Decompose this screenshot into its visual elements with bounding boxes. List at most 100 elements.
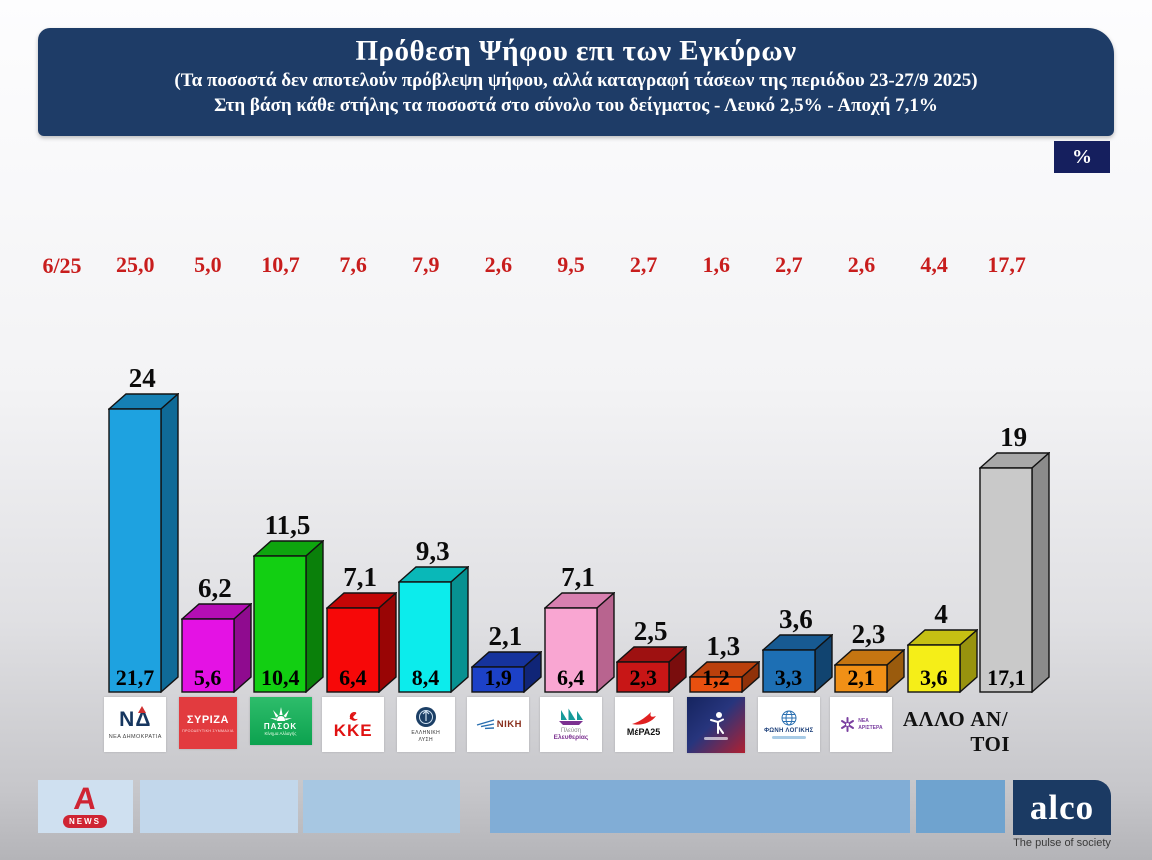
valid-percent-label: 11,5 bbox=[264, 510, 311, 540]
percent-unit-badge: % bbox=[1054, 141, 1110, 173]
previous-value: 4,4 bbox=[920, 252, 948, 277]
bar-3d bbox=[180, 603, 252, 693]
sample-percent-label: 1,9 bbox=[484, 665, 512, 690]
party-column-kinima-dimokratias: 1,6 1,3 1,2 bbox=[680, 248, 760, 760]
previous-value: 2,6 bbox=[847, 252, 876, 277]
elliniki-lysi-emblem-icon bbox=[415, 707, 436, 727]
sample-percent-label: 2,3 bbox=[629, 665, 658, 690]
nea-aristera-emblem-icon bbox=[841, 717, 855, 732]
alco-logo: alco bbox=[1013, 780, 1111, 835]
logo-pasok: ΠΑΣΟΚ Κίνημα Αλλαγής bbox=[249, 697, 312, 745]
sample-percent-label: 1,2 bbox=[702, 665, 730, 690]
header-banner: Πρόθεση Ψήφου επι των Εγκύρων (Τα ποσοστ… bbox=[38, 28, 1114, 136]
party-column-plefsi-eleftherias: 9,5 7,1 6,4 Πλεύση Ελευθερίας bbox=[535, 248, 615, 760]
nd-red-accent-icon bbox=[138, 706, 147, 713]
party-column-elliniki-lysi: 7,9 9,3 8,4 ΕΛΛΗΝΙΚΗ ΛΥΣΗ bbox=[389, 248, 470, 760]
party-column-pasok: 10,7 11,5 10,4 ΠΑΣΟΚ Κίνημα Αλλαγής bbox=[244, 248, 325, 760]
party-logo-slot: ΜέΡΑ25 bbox=[607, 697, 680, 759]
sample-percent-label: 2,1 bbox=[847, 665, 875, 690]
subtitle-line-1: (Τα ποσοστά δεν αποτελούν πρόβλεψη ψήφου… bbox=[174, 70, 978, 91]
bar-3d bbox=[616, 646, 688, 693]
bar-3d bbox=[253, 540, 325, 693]
previous-value: 17,7 bbox=[987, 252, 1026, 277]
party-column-allo: 4,4 4 3,6 ΑΛΛΟ bbox=[898, 248, 978, 760]
subtitle-line-2: Στη βάση κάθε στήλης τα ποσοστά στο σύνο… bbox=[214, 95, 938, 117]
valid-percent-label: 19 bbox=[1000, 422, 1028, 452]
bar-3d bbox=[761, 634, 833, 693]
party-logo-slot: Πλεύση Ελευθερίας bbox=[535, 697, 608, 759]
logo-plefsi-eleftherias: Πλεύση Ελευθερίας bbox=[539, 697, 602, 752]
logo-elliniki-lysi: ΕΛΛΗΝΙΚΗ ΛΥΣΗ bbox=[396, 697, 455, 752]
party-logo-slot: ΑΛΛΟ bbox=[898, 697, 971, 759]
bar-chart: 25,0 24 21,7 ΝΔ ΝΕΑ ΔΗΜΟΚΡΑΤΙΑ 5,0 6,2 5,6 ΣΥ… bbox=[99, 248, 1051, 760]
logo-kke: ΚΚΕ bbox=[322, 697, 385, 752]
previous-value: 9,5 bbox=[557, 252, 585, 277]
category-label-allo: ΑΛΛΟ bbox=[902, 707, 966, 731]
syriza-wordmark: ΣΥΡΙΖΑ bbox=[186, 713, 229, 726]
valid-percent-label: 7,1 bbox=[561, 562, 595, 592]
valid-percent-label: 6,2 bbox=[198, 573, 232, 603]
logo-niki: ΝΙΚΗ bbox=[467, 697, 530, 752]
valid-percent-label: 24 bbox=[128, 363, 156, 393]
bar-3d bbox=[398, 566, 470, 693]
nea-aristera-wordmark: ΝΕΑ ΑΡΙΣΤΕΡΑ bbox=[858, 717, 883, 731]
party-column-nea-aristera: 2,6 2,3 2,1 ΝΕΑ ΑΡΙΣΤΕΡΑ bbox=[825, 248, 906, 760]
syriza-subtext: ΠΡΟΟΔΕΥΤΙΚΗ ΣΥΜΜΑΧΙΑ bbox=[182, 728, 234, 733]
page-title: Πρόθεση Ψήφου επι των Εγκύρων bbox=[355, 35, 797, 67]
party-column-niki: 2,6 2,1 1,9 ΝΙΚΗ bbox=[462, 248, 543, 760]
pasok-subtext: Κίνημα Αλλαγής bbox=[264, 730, 297, 736]
party-logo-slot: ΠΑΣΟΚ Κίνημα Αλλαγής bbox=[244, 697, 317, 759]
party-logo-slot: ΚΚΕ bbox=[317, 697, 390, 759]
logo-mera25: ΜέΡΑ25 bbox=[614, 697, 673, 752]
pasok-wordmark: ΠΑΣΟΚ bbox=[263, 721, 298, 731]
plefsi-line2: Ελευθερίας bbox=[553, 734, 589, 741]
party-logo-slot bbox=[680, 697, 753, 759]
party-column-anapofasistoi: 17,7 19 17,1 ΑΝ/ΤΟΙ bbox=[970, 248, 1051, 760]
niki-wings-icon bbox=[476, 718, 494, 729]
party-column-kke: 7,6 7,1 6,4 ΚΚΕ bbox=[317, 248, 397, 760]
previous-value: 2,6 bbox=[484, 252, 513, 277]
mera25-bird-icon bbox=[631, 712, 656, 725]
logo-kinima-dimokratias bbox=[687, 697, 746, 753]
sample-percent-label: 3,3 bbox=[774, 665, 803, 690]
bar-3d bbox=[108, 393, 179, 693]
nd-caption: ΝΕΑ ΔΗΜΟΚΡΑΤΙΑ bbox=[108, 734, 162, 740]
logo-syriza: ΣΥΡΙΖΑ ΠΡΟΟΔΕΥΤΙΚΗ ΣΥΜΜΑΧΙΑ bbox=[178, 697, 237, 749]
valid-percent-label: 4 bbox=[934, 599, 948, 629]
party-column-foni-logikis: 2,7 3,6 3,3 ΦΩΝΗ ΛΟΓΙΚΗΣ bbox=[753, 248, 833, 760]
valid-percent-label: 1,3 bbox=[706, 631, 741, 661]
alco-tagline: The pulse of society bbox=[1013, 837, 1111, 849]
previous-value: 2,7 bbox=[629, 252, 658, 277]
previous-value: 5,0 bbox=[194, 252, 222, 277]
pasok-sun-icon bbox=[269, 706, 292, 721]
alco-logo-text: alco bbox=[1029, 787, 1095, 827]
foni-globe-icon bbox=[781, 710, 797, 726]
plefsi-ship-icon bbox=[558, 708, 583, 725]
sample-percent-label: 3,6 bbox=[920, 665, 948, 690]
elliniki-lysi-caption: ΕΛΛΗΝΙΚΗ ΛΥΣΗ bbox=[411, 730, 441, 743]
bar-3d bbox=[543, 592, 615, 693]
sample-percent-label: 10,4 bbox=[260, 665, 300, 690]
party-logo-slot: ΝΔ ΝΕΑ ΔΗΜΟΚΡΑΤΙΑ bbox=[99, 697, 172, 759]
plefsi-line1: Πλεύση bbox=[560, 728, 582, 734]
bar-3d bbox=[325, 592, 397, 693]
previous-value: 7,9 bbox=[412, 252, 440, 277]
previous-value: 1,6 bbox=[702, 252, 730, 277]
footer-segment-5 bbox=[916, 780, 1005, 833]
foni-wordmark: ΦΩΝΗ ΛΟΓΙΚΗΣ bbox=[764, 728, 814, 734]
footer-segment-2 bbox=[140, 780, 298, 833]
party-logo-slot: ΣΥΡΙΖΑ ΠΡΟΟΔΕΥΤΙΚΗ ΣΥΜΜΑΧΙΑ bbox=[172, 697, 245, 759]
party-logo-slot: ΝΕΑ ΑΡΙΣΤΕΡΑ bbox=[825, 697, 898, 759]
sample-percent-label: 8,4 bbox=[411, 665, 440, 690]
previous-value: 2,7 bbox=[775, 252, 803, 277]
alpha-letter-icon: A bbox=[72, 781, 98, 816]
footer-segment-4 bbox=[490, 780, 910, 833]
sample-percent-label: 5,6 bbox=[193, 665, 222, 690]
sample-percent-label: 6,4 bbox=[339, 665, 367, 690]
kke-hammer-sickle-icon bbox=[349, 711, 359, 721]
category-label-anapofasistoi: ΑΝ/ΤΟΙ bbox=[970, 707, 1011, 756]
party-logo-slot: ΑΝ/ΤΟΙ bbox=[970, 697, 1043, 759]
bar-3d bbox=[906, 629, 978, 693]
kke-wordmark: ΚΚΕ bbox=[333, 720, 373, 740]
